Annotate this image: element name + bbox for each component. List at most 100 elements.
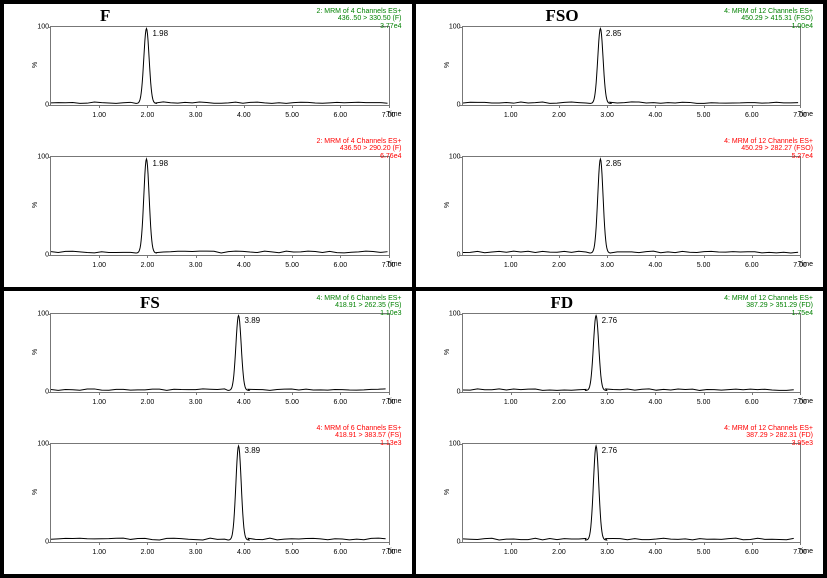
mrm-intensity: 3.77e4 — [316, 23, 401, 30]
mrm-intensity: 1.75e4 — [724, 310, 813, 317]
plot-area: 01001.002.003.004.005.006.007.003.89 — [50, 313, 390, 393]
x-tick-label: 6.00 — [333, 399, 347, 406]
x-tick-label: 5.00 — [285, 112, 299, 119]
mrm-annotation: 4: MRM of 6 Channels ES+418.91 > 383.57 … — [316, 425, 401, 447]
x-tick-label: 2.00 — [141, 262, 155, 269]
x-tick-mark — [752, 255, 753, 258]
peak-rt-label: 2.76 — [602, 446, 618, 455]
y-tick-mark — [460, 255, 463, 256]
x-tick-mark — [196, 542, 197, 545]
x-tick-mark — [607, 105, 608, 108]
mrm-annotation: 4: MRM of 12 Channels ES+450.29 > 415.31… — [724, 8, 813, 30]
mrm-annotation: 2: MRM of 4 Channels ES+436.50 > 290.20 … — [316, 138, 401, 160]
x-tick-label: 4.00 — [649, 262, 663, 269]
x-tick-label: 4.00 — [649, 549, 663, 556]
x-tick-mark — [655, 542, 656, 545]
chromatogram-subplot: 01001.002.003.004.005.006.007.002.854: M… — [422, 8, 818, 128]
x-tick-label: 6.00 — [745, 112, 759, 119]
x-tick-mark — [99, 255, 100, 258]
x-tick-mark — [147, 255, 148, 258]
mrm-intensity: 1.13e3 — [316, 440, 401, 447]
mrm-transition: 418.91 > 262.35 (FS) — [316, 302, 401, 309]
plot-area: 01001.002.003.004.005.006.007.002.76 — [462, 313, 802, 393]
mrm-transition: 450.29 > 415.31 (FSO) — [724, 15, 813, 22]
x-tick-mark — [559, 105, 560, 108]
y-tick-mark — [460, 542, 463, 543]
y-axis-label: % — [444, 62, 451, 68]
mrm-header: 4: MRM of 12 Channels ES+ — [724, 138, 813, 145]
chromatogram-figure: F01001.002.003.004.005.006.007.001.982: … — [0, 0, 827, 578]
x-tick-label: 3.00 — [600, 262, 614, 269]
mrm-transition: 387.29 > 351.29 (FD) — [724, 302, 813, 309]
mrm-header: 4: MRM of 12 Channels ES+ — [724, 295, 813, 302]
x-tick-mark — [99, 392, 100, 395]
y-axis-label: % — [444, 489, 451, 495]
x-tick-label: 5.00 — [285, 549, 299, 556]
mrm-header: 4: MRM of 12 Channels ES+ — [724, 425, 813, 432]
chromatogram-trace — [463, 444, 801, 542]
panel-title: FD — [551, 293, 574, 313]
x-tick-label: 5.00 — [697, 262, 711, 269]
plot-area: 01001.002.003.004.005.006.007.002.85 — [462, 26, 802, 106]
chromatogram-subplot: 01001.002.003.004.005.006.007.001.982: M… — [10, 8, 406, 128]
x-tick-mark — [704, 105, 705, 108]
x-tick-mark — [655, 255, 656, 258]
x-axis-label: Time — [798, 548, 813, 555]
y-axis-label: % — [32, 489, 39, 495]
x-tick-label: 2.00 — [552, 399, 566, 406]
y-axis-label: % — [32, 202, 39, 208]
panel-title: FS — [140, 293, 160, 313]
chromatogram-subplot: 01001.002.003.004.005.006.007.003.894: M… — [10, 295, 406, 415]
x-tick-mark — [292, 392, 293, 395]
x-tick-mark — [147, 105, 148, 108]
chromatogram-subplot: 01001.002.003.004.005.006.007.001.982: M… — [10, 138, 406, 278]
plot-area: 01001.002.003.004.005.006.007.003.89 — [50, 443, 390, 543]
x-tick-mark — [244, 542, 245, 545]
x-tick-mark — [607, 392, 608, 395]
chromatogram-subplot: 01001.002.003.004.005.006.007.002.76 4: M… — [422, 295, 818, 415]
x-tick-label: 3.00 — [189, 262, 203, 269]
panel-title: FSO — [546, 6, 579, 26]
mrm-transition: 450.29 > 282.27 (FSO) — [724, 145, 813, 152]
mrm-annotation: 4: MRM of 6 Channels ES+418.91 > 262.35 … — [316, 295, 401, 317]
x-tick-label: 5.00 — [285, 399, 299, 406]
x-tick-mark — [655, 105, 656, 108]
x-axis-label: Time — [386, 261, 401, 268]
chromatogram-trace — [51, 314, 389, 392]
panel-FS: FS01001.002.003.004.005.006.007.003.894:… — [2, 289, 414, 576]
x-tick-label: 2.00 — [141, 549, 155, 556]
x-tick-label: 2.00 — [552, 262, 566, 269]
x-tick-label: 2.00 — [552, 112, 566, 119]
x-tick-mark — [389, 542, 390, 545]
y-axis-label: % — [32, 62, 39, 68]
mrm-header: 2: MRM of 4 Channels ES+ — [316, 8, 401, 15]
x-tick-mark — [196, 105, 197, 108]
x-tick-label: 1.00 — [92, 112, 106, 119]
panel-FSO: FSO01001.002.003.004.005.006.007.002.854… — [414, 2, 826, 289]
x-tick-mark — [292, 542, 293, 545]
mrm-intensity: 1.00e4 — [724, 23, 813, 30]
x-tick-mark — [752, 392, 753, 395]
x-axis-label: Time — [386, 548, 401, 555]
x-tick-label: 6.00 — [745, 262, 759, 269]
peak-rt-label: 3.89 — [245, 316, 261, 325]
mrm-intensity: 1.10e3 — [316, 310, 401, 317]
x-tick-mark — [244, 105, 245, 108]
mrm-annotation: 4: MRM of 12 Channels ES+387.29 > 282.31… — [724, 425, 813, 447]
x-tick-mark — [511, 392, 512, 395]
x-tick-mark — [147, 542, 148, 545]
x-tick-label: 2.00 — [552, 549, 566, 556]
peak-rt-label: 2.76 — [602, 316, 618, 325]
x-tick-mark — [511, 255, 512, 258]
x-tick-label: 4.00 — [237, 262, 251, 269]
y-axis-label: % — [444, 202, 451, 208]
x-tick-mark — [244, 255, 245, 258]
chromatogram-trace — [463, 157, 801, 255]
x-tick-label: 6.00 — [333, 112, 347, 119]
x-tick-mark — [389, 392, 390, 395]
x-tick-label: 3.00 — [600, 399, 614, 406]
x-tick-label: 6.00 — [745, 399, 759, 406]
x-tick-label: 4.00 — [237, 399, 251, 406]
x-tick-label: 2.00 — [141, 399, 155, 406]
x-tick-mark — [559, 542, 560, 545]
